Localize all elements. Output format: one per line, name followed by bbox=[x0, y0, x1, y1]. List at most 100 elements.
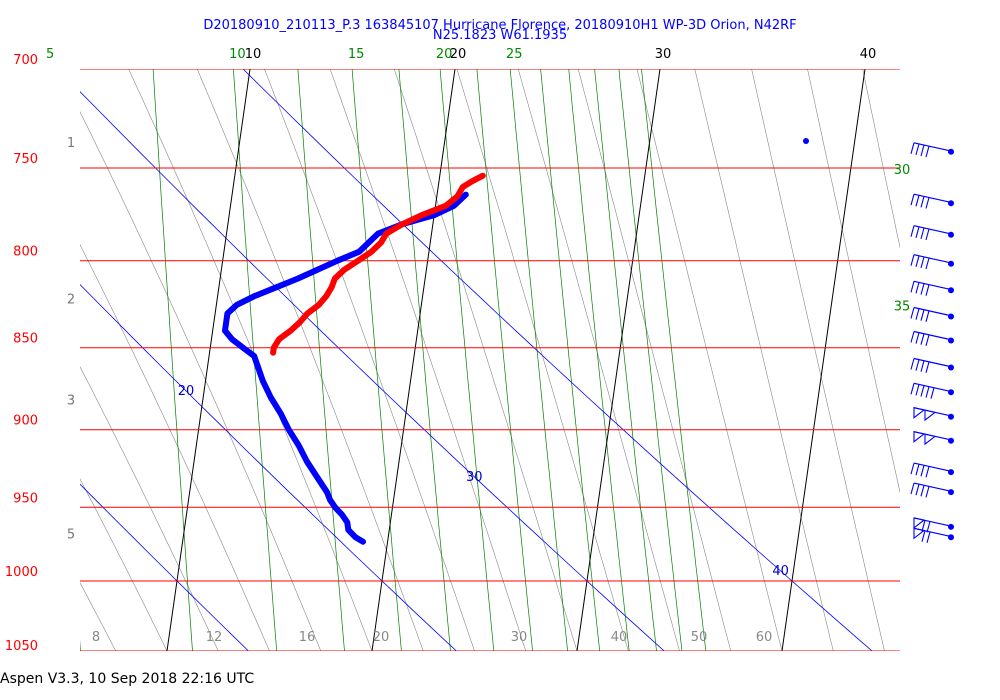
moist-adiabat-label-40: 40 bbox=[611, 630, 628, 645]
moist-adiabat-label-20: 20 bbox=[373, 630, 390, 645]
wind-barb bbox=[910, 382, 954, 399]
mixing-ratio-line bbox=[233, 69, 278, 651]
isotherm-line bbox=[166, 69, 251, 651]
mixing-ratio-line bbox=[80, 639, 81, 651]
pressure-label-750: 750 bbox=[13, 152, 38, 167]
mixing-ratio-line bbox=[594, 69, 657, 651]
wind-barb bbox=[913, 527, 954, 543]
pressure-label-950: 950 bbox=[13, 491, 38, 506]
moist-adiabat-line bbox=[577, 69, 732, 651]
moist-adiabat-line bbox=[636, 69, 783, 651]
wind-barb bbox=[910, 225, 954, 241]
dry-adiabat-line bbox=[242, 69, 873, 651]
moist-adiabat-line bbox=[517, 69, 680, 651]
mixing-ratio-label-25: 25 bbox=[506, 47, 523, 62]
moist-adiabat-line bbox=[393, 69, 578, 651]
chart-profiles bbox=[222, 172, 486, 545]
temperature-profile bbox=[270, 172, 486, 356]
chart-grid bbox=[0, 69, 1000, 651]
mixing-ratio-line bbox=[641, 69, 707, 651]
pressure-label-850: 850 bbox=[13, 332, 38, 347]
isotherm-line bbox=[576, 69, 661, 651]
mixing-ratio-label-10: 10 bbox=[229, 47, 246, 62]
isotherm-line bbox=[781, 69, 866, 651]
chart-labels: 7007508008509009501000105012351020304005… bbox=[5, 47, 911, 654]
moist-adiabat-label-16: 16 bbox=[299, 630, 316, 645]
wind-barb bbox=[910, 193, 954, 209]
dry-adiabat-label-30: 30 bbox=[466, 470, 483, 485]
mixing-ratio-line bbox=[398, 69, 451, 651]
wind-barb bbox=[913, 407, 954, 422]
moist-adiabat-line bbox=[807, 69, 900, 494]
pressure-label-1000: 1000 bbox=[5, 565, 38, 580]
station-marker bbox=[803, 138, 809, 144]
wind-barb bbox=[910, 142, 954, 158]
dry-adiabat-label-40: 40 bbox=[772, 564, 789, 579]
wind-barb bbox=[910, 482, 954, 498]
dewpoint-profile bbox=[222, 191, 469, 545]
moist-adiabat-line bbox=[694, 69, 834, 651]
moist-adiabat-line bbox=[128, 69, 373, 651]
moist-adiabat-label-50: 50 bbox=[691, 630, 708, 645]
isotherm-label-40: 40 bbox=[860, 47, 877, 62]
pressure-label-1050: 1050 bbox=[5, 639, 38, 654]
mixing-ratio-line bbox=[476, 69, 533, 651]
pressure-label-800: 800 bbox=[13, 245, 38, 260]
altitude-label-3: 3 bbox=[67, 394, 75, 409]
mixing-ratio-line bbox=[509, 69, 568, 651]
mixing-ratio-line bbox=[152, 69, 193, 651]
moist-adiabat-line bbox=[862, 69, 900, 249]
wind-barb bbox=[910, 330, 954, 347]
isotherm-label-20: 20 bbox=[450, 47, 467, 62]
mixing-ratio-label-30: 30 bbox=[894, 163, 911, 178]
isotherm-label-30: 30 bbox=[655, 47, 672, 62]
moist-adiabat-line bbox=[917, 69, 1000, 651]
mixing-ratio-line bbox=[351, 69, 402, 651]
altitude-label-2: 2 bbox=[67, 293, 75, 308]
chart-title: D20180910_210113_P.3 163845107 Hurricane… bbox=[203, 18, 796, 33]
moist-adiabat-label-8: 8 bbox=[92, 630, 100, 645]
mixing-ratio-label-35: 35 bbox=[894, 300, 911, 315]
dry-adiabat-line bbox=[80, 284, 457, 651]
moist-adiabat-line bbox=[0, 69, 13, 651]
mixing-ratio-line bbox=[618, 69, 683, 651]
mixing-ratio-label-20: 20 bbox=[436, 47, 453, 62]
pressure-label-900: 900 bbox=[13, 414, 38, 429]
wind-barb bbox=[910, 306, 954, 322]
wind-barb bbox=[910, 357, 954, 373]
altitude-label-5: 5 bbox=[67, 527, 75, 542]
isotherm-label-10: 10 bbox=[245, 47, 262, 62]
moist-adiabat-line bbox=[196, 69, 424, 651]
isotherm-line bbox=[371, 69, 456, 651]
dry-adiabat-line bbox=[80, 483, 249, 651]
moist-adiabat-line bbox=[264, 69, 475, 651]
footer-text: Aspen V3.3, 10 Sep 2018 22:16 UTC bbox=[0, 671, 254, 687]
pressure-label-700: 700 bbox=[13, 53, 38, 68]
mixing-ratio-line bbox=[540, 69, 601, 651]
chart-subtitle: N25.1823 W61.1935 bbox=[433, 28, 567, 43]
dry-adiabat-line bbox=[80, 91, 665, 651]
wind-barbs bbox=[803, 138, 954, 543]
moist-adiabat-label-12: 12 bbox=[206, 630, 223, 645]
dry-adiabat-label-20: 20 bbox=[178, 384, 195, 399]
altitude-label-1: 1 bbox=[67, 136, 75, 151]
moist-adiabat-line bbox=[456, 69, 629, 651]
moist-adiabat-label-30: 30 bbox=[511, 630, 528, 645]
moist-adiabat-line bbox=[80, 111, 322, 651]
moist-adiabat-line bbox=[80, 478, 168, 651]
wind-barb bbox=[910, 254, 954, 270]
moist-adiabat-line bbox=[329, 69, 527, 651]
wind-barb bbox=[913, 431, 954, 446]
mixing-ratio-label-5: 5 bbox=[46, 47, 54, 62]
wind-barb bbox=[913, 517, 954, 533]
mixing-ratio-line bbox=[439, 69, 495, 651]
isotherm-line bbox=[987, 69, 1000, 651]
wind-barb bbox=[910, 462, 954, 478]
moist-adiabat-line bbox=[751, 69, 885, 651]
moist-adiabat-line bbox=[971, 69, 1000, 651]
moist-adiabat-line bbox=[80, 366, 219, 651]
moist-adiabat-line bbox=[80, 244, 270, 651]
mixing-ratio-line bbox=[568, 69, 630, 651]
